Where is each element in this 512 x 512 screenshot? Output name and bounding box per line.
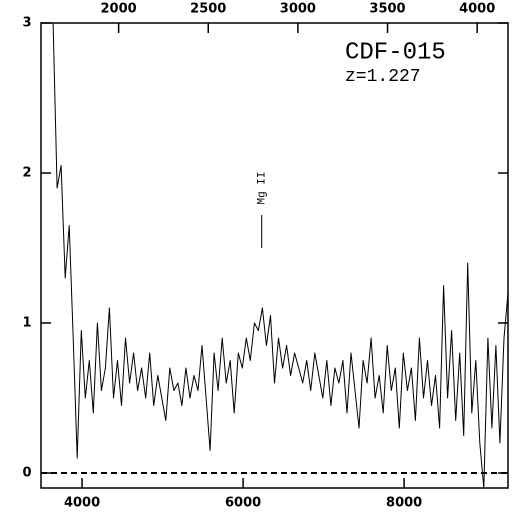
plot-frame [40,22,509,489]
y-tick-label: 0 [22,466,31,481]
x-tick-label: 8000 [386,496,422,511]
x2-tick-label: 4000 [459,2,495,17]
y-tick-label: 2 [22,166,31,181]
y-tick-label: 3 [22,16,31,31]
x2-tick-label: 2000 [101,2,137,17]
annotation-label: Mg II [257,171,269,204]
x-tick-label: 6000 [225,496,261,511]
x2-tick-label: 2500 [190,2,226,17]
x2-tick-label: 3500 [369,2,405,17]
x-tick-label: 4000 [64,496,100,511]
chart-subtitle: z=1.227 [345,67,421,87]
spectrum-line [52,22,509,489]
x2-tick-label: 3000 [280,2,316,17]
y-tick-label: 1 [22,316,31,331]
chart-title: CDF-015 [345,39,446,66]
